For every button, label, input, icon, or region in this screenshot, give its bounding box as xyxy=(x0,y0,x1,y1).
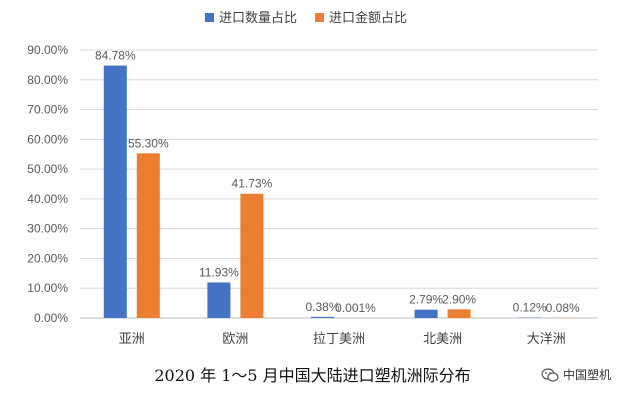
x-tick-label: 拉丁美洲 xyxy=(313,332,365,347)
bar xyxy=(240,193,264,318)
y-axis-ticks: 0.00% 10.00% 20.00% 30.00% 40.00% 50.00% 60.00… xyxy=(27,43,68,325)
y-tick-label: 0.00% xyxy=(34,311,68,325)
legend: 进口数量占比 进口金额占比 xyxy=(205,10,407,26)
bar-chart: 0.00% 10.00% 20.00% 30.00% 40.00% 50.00% 60.00… xyxy=(27,10,598,347)
bar xyxy=(447,309,471,318)
data-label: 84.78% xyxy=(95,49,136,63)
data-label: 0.12% xyxy=(513,301,547,315)
data-label: 11.93% xyxy=(199,265,239,279)
y-tick-label: 10.00% xyxy=(27,281,68,295)
data-label: 2.79% xyxy=(409,293,443,307)
bar xyxy=(207,282,231,318)
bar xyxy=(136,153,160,318)
x-axis-ticks: 亚洲 欧洲 拉丁美洲 北美洲 大洋洲 xyxy=(119,332,566,347)
data-label: 55.30% xyxy=(128,136,169,150)
data-label: 41.73% xyxy=(232,177,273,191)
legend-swatch xyxy=(205,13,214,22)
data-label: 0.001% xyxy=(335,301,376,315)
bar xyxy=(414,309,438,318)
data-label: 0.08% xyxy=(546,301,580,315)
bar xyxy=(311,316,334,318)
legend-swatch xyxy=(315,13,324,22)
y-tick-label: 90.00% xyxy=(27,43,68,57)
x-tick-label: 亚洲 xyxy=(119,332,145,347)
y-tick-label: 30.00% xyxy=(27,222,68,236)
x-tick-label: 大洋洲 xyxy=(527,332,566,347)
x-tick-label: 欧洲 xyxy=(222,332,248,347)
y-tick-label: 60.00% xyxy=(27,132,68,146)
y-tick-label: 80.00% xyxy=(27,73,68,87)
y-tick-label: 40.00% xyxy=(27,192,68,206)
wechat-icon xyxy=(541,367,559,382)
y-tick-label: 20.00% xyxy=(27,251,68,265)
watermark: 中国塑机 xyxy=(541,366,611,383)
bars xyxy=(103,65,575,318)
watermark-text: 中国塑机 xyxy=(562,368,611,382)
data-label: 2.90% xyxy=(442,292,476,306)
legend-label: 进口数量占比 xyxy=(219,11,297,26)
y-tick-label: 50.00% xyxy=(27,162,68,176)
bar xyxy=(103,65,127,318)
x-tick-label: 北美洲 xyxy=(423,332,462,347)
y-tick-label: 70.00% xyxy=(27,103,68,117)
legend-label: 进口金额占比 xyxy=(329,10,407,26)
grid-lines xyxy=(80,49,598,319)
data-label: 0.38% xyxy=(305,300,339,314)
data-labels: 84.78% 55.30% 11.93% 41.73% 0.38%0.001% 2.79%… xyxy=(95,49,580,315)
chart-caption: 2020 年 1～5 月中国大陆进口塑机洲际分布 xyxy=(154,366,471,385)
